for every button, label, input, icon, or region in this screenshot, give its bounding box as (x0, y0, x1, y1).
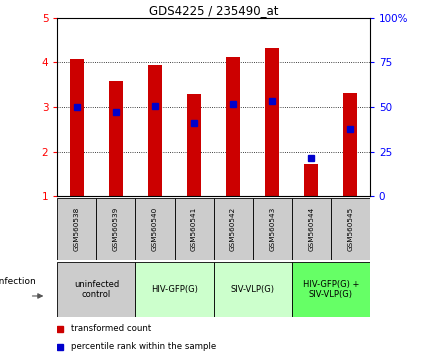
Text: GSM560538: GSM560538 (74, 207, 80, 251)
Text: GSM560543: GSM560543 (269, 207, 275, 251)
Bar (57, 262, 136, 317)
Bar (292, 198, 331, 260)
Text: GSM560544: GSM560544 (308, 207, 314, 251)
Bar (109, 81, 123, 196)
Bar (136, 262, 213, 317)
Text: uninfected
control: uninfected control (74, 280, 119, 299)
Bar (343, 93, 357, 196)
Text: HIV-GFP(G): HIV-GFP(G) (151, 285, 198, 294)
Bar (70, 59, 84, 196)
Text: GSM560541: GSM560541 (191, 207, 197, 251)
Bar (187, 94, 201, 196)
Bar (96, 198, 136, 260)
Text: GSM560542: GSM560542 (230, 207, 236, 251)
Text: infection: infection (0, 277, 36, 286)
Bar (148, 65, 162, 196)
Text: GSM560539: GSM560539 (113, 207, 119, 251)
Text: GSM560545: GSM560545 (347, 207, 353, 251)
Bar (331, 198, 370, 260)
Text: SIV-VLP(G): SIV-VLP(G) (231, 285, 275, 294)
Bar (226, 57, 240, 196)
Bar (252, 198, 292, 260)
Title: GDS4225 / 235490_at: GDS4225 / 235490_at (149, 4, 278, 17)
Bar (304, 164, 318, 196)
Text: percentile rank within the sample: percentile rank within the sample (71, 342, 217, 352)
Text: GSM560540: GSM560540 (152, 207, 158, 251)
Bar (57, 198, 96, 260)
Bar (175, 198, 213, 260)
Bar (292, 262, 370, 317)
Text: transformed count: transformed count (71, 324, 152, 333)
Bar (213, 262, 292, 317)
Bar (265, 48, 279, 196)
Bar (213, 198, 252, 260)
Text: HIV-GFP(G) +
SIV-VLP(G): HIV-GFP(G) + SIV-VLP(G) (303, 280, 359, 299)
Bar (136, 198, 175, 260)
